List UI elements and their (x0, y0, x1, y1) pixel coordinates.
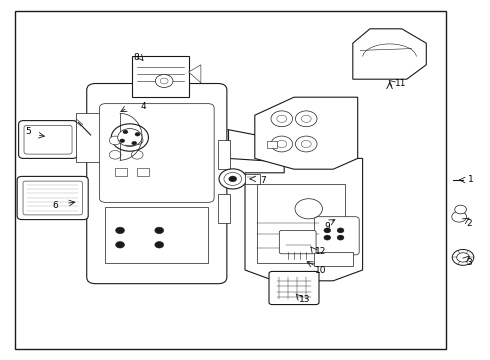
Circle shape (271, 111, 293, 127)
Circle shape (135, 132, 140, 136)
Circle shape (132, 141, 137, 145)
Bar (245, 174, 260, 184)
Text: 1: 1 (467, 175, 473, 184)
Circle shape (452, 249, 474, 265)
Circle shape (295, 111, 317, 127)
Circle shape (155, 242, 164, 248)
Polygon shape (189, 65, 201, 83)
Circle shape (271, 136, 293, 152)
Circle shape (224, 172, 242, 185)
Circle shape (131, 150, 143, 159)
Text: 3: 3 (466, 258, 472, 266)
Circle shape (452, 211, 466, 222)
Polygon shape (353, 29, 426, 79)
Circle shape (277, 140, 287, 148)
FancyBboxPatch shape (315, 217, 359, 255)
Circle shape (324, 228, 331, 233)
Circle shape (120, 139, 124, 143)
Circle shape (295, 199, 322, 219)
Polygon shape (255, 97, 358, 169)
Circle shape (219, 169, 246, 189)
Text: 6: 6 (52, 202, 58, 210)
Circle shape (155, 227, 164, 234)
Circle shape (131, 136, 143, 145)
Bar (257, 184, 345, 263)
Text: 8: 8 (133, 53, 139, 62)
Circle shape (229, 176, 237, 182)
Text: 5: 5 (25, 127, 31, 136)
Circle shape (123, 130, 128, 134)
FancyBboxPatch shape (87, 84, 227, 284)
Circle shape (116, 227, 124, 234)
Text: 13: 13 (299, 295, 311, 304)
Text: 11: 11 (395, 79, 407, 88)
Text: 10: 10 (315, 266, 327, 275)
Circle shape (337, 228, 344, 233)
Circle shape (109, 136, 121, 145)
Circle shape (301, 115, 311, 122)
Bar (218, 140, 230, 169)
Circle shape (324, 235, 331, 240)
FancyBboxPatch shape (17, 176, 88, 220)
Circle shape (111, 124, 148, 151)
Circle shape (295, 136, 317, 152)
Polygon shape (245, 158, 363, 281)
FancyBboxPatch shape (19, 121, 77, 158)
Bar (115, 168, 127, 176)
Bar (76, 113, 152, 162)
Polygon shape (314, 252, 353, 266)
FancyBboxPatch shape (24, 125, 72, 154)
FancyBboxPatch shape (279, 230, 316, 254)
Circle shape (118, 129, 142, 147)
Circle shape (109, 150, 121, 159)
Text: 9: 9 (324, 222, 330, 231)
FancyBboxPatch shape (132, 56, 189, 97)
Bar (267, 141, 277, 148)
Bar (137, 168, 149, 176)
Text: 12: 12 (315, 248, 327, 256)
FancyBboxPatch shape (269, 271, 319, 305)
Text: 4: 4 (141, 102, 147, 111)
Circle shape (277, 115, 287, 122)
FancyBboxPatch shape (99, 104, 214, 202)
Circle shape (337, 235, 344, 240)
Bar (105, 207, 208, 263)
Circle shape (457, 253, 469, 262)
Bar (218, 194, 230, 223)
Circle shape (116, 242, 124, 248)
Circle shape (155, 75, 173, 87)
Circle shape (455, 205, 466, 214)
Circle shape (160, 78, 168, 84)
Text: 7: 7 (260, 176, 266, 185)
Circle shape (301, 140, 311, 148)
Text: 2: 2 (466, 219, 472, 228)
Bar (15, 11, 446, 349)
